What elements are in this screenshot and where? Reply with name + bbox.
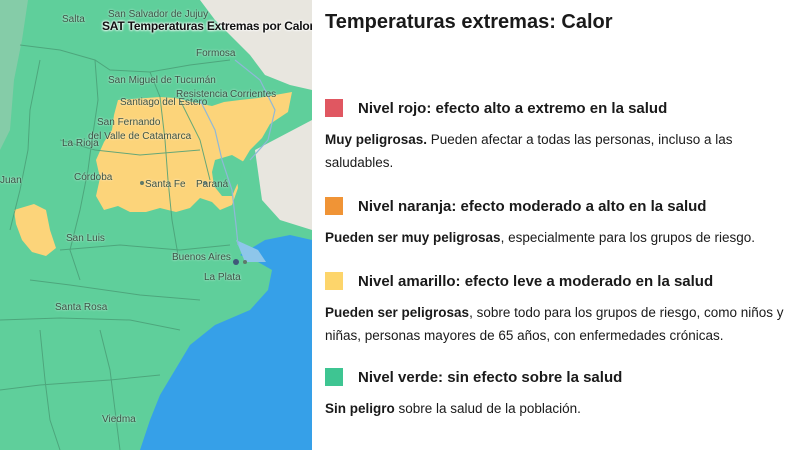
san-luis-label: San Luis bbox=[66, 233, 105, 244]
level-orange-description: Pueden ser muy peligrosas, especialmente… bbox=[325, 226, 800, 249]
red-swatch-icon bbox=[325, 99, 343, 117]
level-yellow-text: , sobre todo para los grupos de riesgo, … bbox=[325, 305, 784, 343]
santiago-del-estero-label: Santiago del Estero bbox=[120, 97, 208, 108]
level-green: Nivel verde: sin efecto sobre la salud S… bbox=[325, 366, 800, 420]
map-canvas bbox=[0, 0, 312, 450]
parana-label: Paraná bbox=[196, 179, 229, 190]
juan-label: Juan bbox=[0, 175, 22, 186]
yellow-alert-zone-west bbox=[14, 204, 56, 256]
level-red-text: Pueden afectar a todas las personas, inc… bbox=[325, 132, 733, 170]
alert-map[interactable]: SAT Temperaturas Extremas por Calor Salt… bbox=[0, 0, 312, 450]
neighbor-country-east bbox=[255, 120, 312, 230]
level-orange-text: , especialmente para los grupos de riesg… bbox=[500, 230, 755, 245]
level-yellow-bold: Pueden ser peligrosas bbox=[325, 305, 470, 320]
city-markers bbox=[140, 181, 247, 265]
neighbor-region bbox=[0, 0, 28, 150]
salta-label: Salta bbox=[62, 14, 85, 25]
map-title: SAT Temperaturas Extremas por Calor bbox=[102, 19, 312, 33]
level-orange-bold: Pueden ser muy peligrosas bbox=[325, 230, 501, 245]
buenos-aires-label: Buenos Aires bbox=[172, 252, 231, 263]
neighbor-country-north bbox=[200, 0, 312, 90]
sea-area bbox=[140, 235, 312, 450]
level-yellow-title: Nivel amarillo: efecto leve a moderado e… bbox=[358, 272, 714, 290]
orange-swatch-icon bbox=[325, 197, 343, 215]
level-red-bold: Muy peligrosas. bbox=[325, 132, 428, 147]
level-yellow-description: Pueden ser peligrosas, sobre todo para l… bbox=[325, 301, 800, 347]
rio-de-la-plata bbox=[236, 240, 266, 262]
level-red-title: Nivel rojo: efecto alto a extremo en la … bbox=[358, 99, 668, 117]
legend-panel: Temperaturas extremas: Calor Nivel rojo:… bbox=[325, 0, 800, 450]
green-swatch-icon bbox=[325, 368, 343, 386]
san-fernando-label: San Fernando bbox=[97, 117, 161, 128]
green-zone-entre-rios bbox=[212, 155, 244, 196]
valle-de-catamarca-label: del Valle de Catamarca bbox=[88, 131, 192, 142]
la-plata-label: La Plata bbox=[204, 272, 241, 283]
san-miguel-de-tucuman-label: San Miguel de Tucumán bbox=[108, 75, 216, 86]
level-green-description: Sin peligro sobre la salud de la poblaci… bbox=[325, 397, 800, 420]
province-borders bbox=[0, 44, 231, 450]
level-yellow: Nivel amarillo: efecto leve a moderado e… bbox=[325, 270, 800, 347]
formosa-label: Formosa bbox=[196, 48, 236, 59]
level-green-text: sobre la salud de la población. bbox=[394, 401, 581, 416]
santa-fe-label: Santa Fe bbox=[145, 179, 186, 190]
yellow-alert-zone-central bbox=[96, 92, 292, 212]
level-red-description: Muy peligrosas. Pueden afectar a todas l… bbox=[325, 128, 800, 174]
legend-title: Temperaturas extremas: Calor bbox=[325, 11, 613, 33]
level-orange: Nivel naranja: efecto moderado a alto en… bbox=[325, 195, 800, 249]
level-green-bold: Sin peligro bbox=[325, 401, 395, 416]
salvador-de-jujuy-label: San Salvador de Jujuy bbox=[108, 9, 209, 20]
cordoba-label: Córdoba bbox=[74, 172, 113, 183]
resistencia-label: Resistencia bbox=[176, 89, 228, 100]
yellow-swatch-icon bbox=[325, 272, 343, 290]
viedma-label: Viedma bbox=[102, 414, 136, 425]
level-orange-title: Nivel naranja: efecto moderado a alto en… bbox=[358, 197, 707, 215]
rivers bbox=[199, 59, 276, 246]
corrientes-label: Corrientes bbox=[230, 89, 277, 100]
level-red: Nivel rojo: efecto alto a extremo en la … bbox=[325, 97, 800, 174]
santa-rosa-label: Santa Rosa bbox=[55, 302, 108, 313]
level-green-title: Nivel verde: sin efecto sobre la salud bbox=[358, 368, 623, 386]
la-rioja-label: La Rioja bbox=[62, 138, 99, 149]
